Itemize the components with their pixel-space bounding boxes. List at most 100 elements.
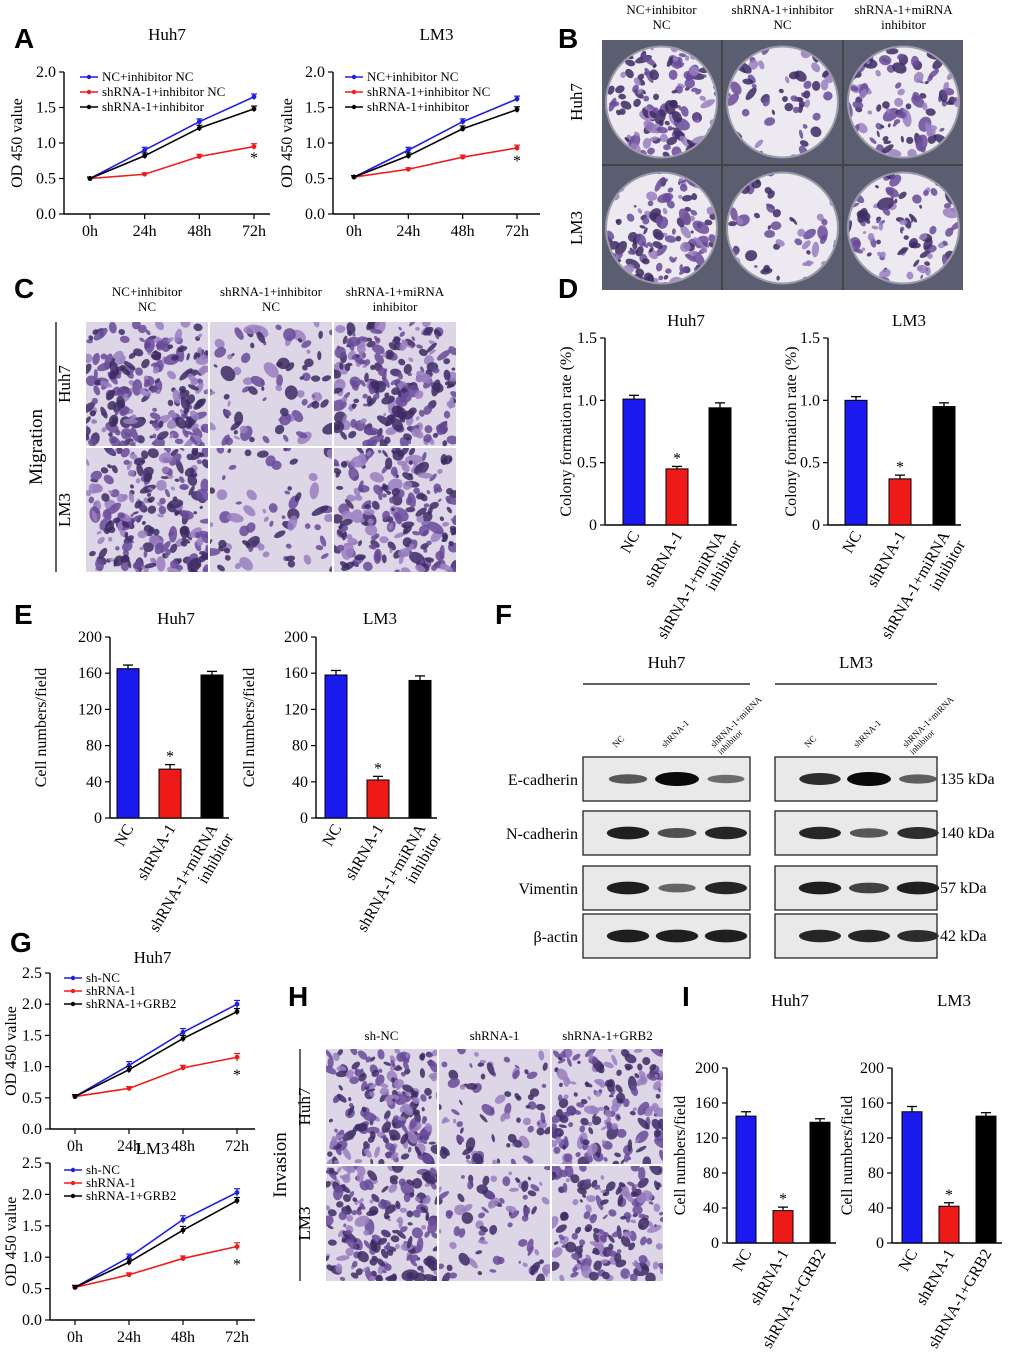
cell-stain [662,207,668,215]
cell-stain [116,493,126,503]
cell-stain [649,110,657,119]
cell-stain [450,391,456,398]
cell-stain [113,555,124,567]
cell-stain [309,482,319,500]
y-tick-label: 1.5 [305,100,325,117]
cell-stain [418,409,425,417]
cell-stain [642,137,652,149]
cell-stain [275,324,282,331]
cell-stain [338,525,343,530]
cell-stain [327,1209,337,1217]
cell-stain [156,502,163,507]
cell-stain [446,1264,453,1272]
cell-stain [411,336,416,341]
cell-stain [158,452,174,464]
cell-stain [424,425,433,434]
cell-stain [379,1087,390,1096]
cell-stain [164,488,171,498]
cell-stain [919,250,931,258]
legend-marker [70,988,76,994]
cell-stain [522,1194,528,1200]
category-label-line: NC [112,822,138,850]
cell-stain [488,1197,500,1209]
cell-stain [339,518,353,527]
cell-stain [802,124,808,129]
cell-stain [583,1105,600,1115]
cell-stain [168,531,175,536]
cell-stain [124,532,129,539]
molecular-weight-label: 42 kDa [940,928,987,945]
cell-stain [821,218,828,226]
data-point [460,126,466,132]
culture-dish [726,45,839,159]
cell-stain [302,364,308,371]
cell-stain [656,126,668,134]
cell-stain [157,431,169,440]
cell-stain [374,322,386,334]
cell-stain [692,112,700,122]
cell-stain [397,1116,406,1121]
cell-stain [174,438,184,445]
cell-stain [366,1126,380,1134]
cell-stain [637,1177,649,1188]
cell-stain [618,1182,626,1188]
cell-stain [671,228,676,235]
cell-stain [244,449,252,457]
cell-stain [383,1263,392,1271]
cell-stain [467,1180,474,1190]
cell-stain [317,392,321,396]
cell-stain [527,1094,534,1101]
series-line [74,1056,238,1098]
cell-stain [326,448,332,460]
cell-stain [382,1270,387,1274]
cell-stain [658,119,664,127]
cell-stain [932,59,943,70]
protein-band [655,772,699,786]
cell-stain [504,1091,512,1097]
cell-stain [924,122,933,136]
y-tick-label: 0 [711,1235,719,1252]
cell-stain [302,372,311,381]
cell-stain [142,542,154,552]
cell-stain [409,1118,418,1129]
cell-stain [565,1049,573,1058]
cell-stain [563,1094,569,1100]
cell-stain [886,48,899,55]
protein-band [798,881,842,895]
cell-stain [296,390,305,398]
cell-stain [467,1257,478,1269]
cell-stain [344,499,354,509]
molecular-weight-label: 135 kDa [940,771,995,788]
y-tick-label: 200 [78,629,102,646]
cell-stain [655,244,668,257]
cell-stain [407,1146,412,1153]
cell-stain [372,393,380,400]
y-tick-label: 0 [94,810,102,827]
cell-stain [180,510,194,520]
data-point [514,145,520,151]
cell-stain [436,421,448,436]
x-tick-label: 0h [346,223,362,240]
cell-stain [615,218,622,226]
cell-stain [392,1229,397,1234]
cell-stain [745,87,757,101]
cell-stain [336,1065,347,1073]
bar [901,1111,923,1244]
y-tick-label: 1.0 [22,1249,42,1266]
cell-stain [611,1123,619,1130]
cell-stain [653,1129,661,1138]
cell-stain [196,439,202,446]
cell-stain [131,322,141,330]
cell-stain [416,515,424,523]
cell-stain [767,190,775,199]
chart-title: LM3 [136,1139,170,1158]
cell-stain [428,1095,432,1100]
cell-stain [653,93,660,101]
cell-stain [701,74,707,78]
cell-stain [659,1149,663,1162]
cell-stain [369,1275,376,1281]
cell-stain [303,554,312,565]
cell-stain [437,498,442,503]
cell-stain [507,1133,517,1143]
cell-stain [375,1274,383,1281]
